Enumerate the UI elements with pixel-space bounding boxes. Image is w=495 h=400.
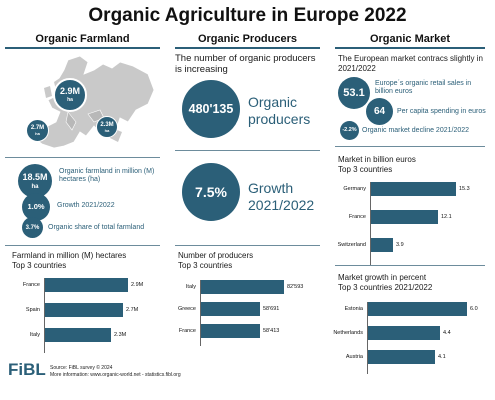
page-title: Organic Agriculture in Europe 2022: [88, 5, 407, 26]
chart-axis: [44, 278, 45, 353]
market-chart-subtitle: Top 3 countries: [338, 165, 393, 174]
market-capita-circle: 64: [366, 98, 393, 125]
divider: [335, 146, 485, 147]
bar: [45, 278, 128, 292]
farmland-chart: France 2.9M Spain 2.7M Italy 2.3M: [10, 278, 158, 358]
bar-category-label: Switzerland: [337, 242, 366, 248]
market-sales-circle: 53.1: [338, 77, 370, 109]
market-sales-text: Europe´s organic retail sales in billion…: [375, 80, 472, 96]
bar-value-label: 12.1: [441, 214, 452, 220]
market-header-rule: [335, 47, 485, 49]
producers-count-circle: 480'135: [182, 80, 240, 138]
bar-value-label: 3.9: [396, 242, 404, 248]
bar: [201, 324, 260, 338]
growth-chart-subtitle: Top 3 countries 2021/2022: [338, 283, 433, 292]
divider: [175, 245, 320, 246]
bar: [368, 302, 467, 316]
divider: [335, 265, 485, 266]
bar-category-label: Estonia: [344, 306, 363, 312]
bar: [45, 303, 123, 317]
producers-chart-title: Number of producers: [178, 251, 254, 260]
divider: [5, 245, 160, 246]
chart-axis: [367, 302, 368, 374]
footer-info: More information: www.organic-world.net …: [50, 372, 181, 378]
bar: [371, 210, 438, 224]
bar-category-label: France: [22, 282, 40, 288]
farmland-header-rule: [5, 47, 160, 49]
farmland-area-circle: 18.5M ha: [18, 164, 52, 198]
bar-category-label: France: [178, 328, 196, 334]
bar: [371, 238, 393, 252]
farmland-chart-subtitle: Top 3 countries: [12, 261, 67, 270]
producers-header: Organic Producers: [197, 33, 298, 45]
bar-category-label: Italy: [185, 284, 196, 290]
producers-count-text: Organic producers: [248, 94, 311, 127]
market-chart: Germany 15.3 France 12.1 Switzerland 3.9: [333, 182, 488, 266]
bar: [201, 280, 284, 294]
market-header: Organic Market: [369, 33, 451, 45]
producers-growth-text: Growth 2021/2022: [248, 180, 315, 213]
bar-value-label: 4.1: [438, 354, 446, 360]
fibl-logo: FiBL: [8, 360, 46, 379]
market-intro: The European market contracs slightly in…: [338, 54, 483, 73]
bar-value-label: 4.4: [443, 330, 451, 336]
bar-value-label: 6.0: [470, 306, 478, 312]
chart-axis: [370, 182, 371, 266]
market-capita-text: Per capita spending in euros: [397, 108, 486, 115]
bar-value-label: 15.3: [459, 186, 470, 192]
map-bubble-italy: 2.3M ha: [96, 116, 118, 138]
growth-chart: Estonia 6.0 Netherlands 4.4 Austria 4.1: [333, 302, 488, 382]
farmland-growth-circle: 1.0%: [22, 193, 50, 221]
bar-category-label: Italy: [29, 332, 40, 338]
bar-value-label: 58'413: [263, 328, 280, 334]
market-decline-circle: -2.2%: [340, 121, 359, 140]
producers-growth-circle: 7.5%: [182, 163, 240, 221]
bar-value-label: 2.9M: [131, 282, 144, 288]
market-chart-title: Market in billion euros: [338, 155, 416, 164]
bar-category-label: Spain: [25, 307, 40, 313]
bar-value-label: 2.3M: [114, 332, 127, 338]
farmland-header: Organic Farmland: [35, 33, 130, 45]
farmland-chart-title: Farmland in million (M) hectares: [12, 251, 127, 260]
farmland-share-circle: 3.7%: [22, 217, 43, 238]
bar-category-label: Greece: [177, 306, 196, 312]
divider: [175, 150, 320, 151]
bar: [368, 326, 440, 340]
bar-value-label: 58'691: [263, 306, 280, 312]
footer-source: Source: FiBL survey © 2024: [50, 365, 113, 371]
divider: [5, 157, 160, 158]
market-decline-text: Organic market decline 2021/2022: [362, 127, 470, 134]
bar-category-label: Germany: [343, 186, 366, 192]
farmland-area-text: Organic farmland in million (M) hectares…: [59, 168, 155, 184]
bar: [371, 182, 456, 196]
bar-category-label: Austria: [345, 354, 363, 360]
bar: [368, 350, 435, 364]
bar-value-label: 2.7M: [126, 307, 139, 313]
map-bubble-spain: 2.7M ha: [26, 119, 49, 142]
producers-intro: The number of organic producers is incre…: [175, 53, 316, 75]
farmland-growth-text: Growth 2021/2022: [57, 202, 115, 209]
growth-chart-title: Market growth in percent: [338, 273, 427, 282]
bar-category-label: France: [348, 214, 366, 220]
bar-category-label: Netherlands: [333, 330, 363, 336]
producers-header-rule: [175, 47, 320, 49]
bar: [45, 328, 111, 342]
bar-value-label: 82'593: [287, 284, 304, 290]
chart-axis: [200, 280, 201, 346]
producers-chart-subtitle: Top 3 countries: [178, 261, 233, 270]
map-bubble-france: 2.9M ha: [53, 78, 87, 112]
farmland-share-text: Organic share of total farmland: [48, 224, 145, 231]
producers-chart: Italy 82'593 Greece 58'691 France 58'413: [174, 280, 322, 360]
bar: [201, 302, 260, 316]
